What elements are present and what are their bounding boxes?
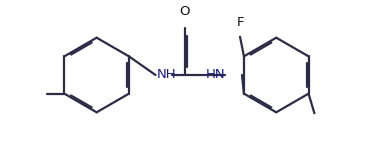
Text: O: O	[180, 5, 190, 18]
Text: NH: NH	[157, 69, 176, 81]
Text: HN: HN	[206, 69, 225, 81]
Text: F: F	[236, 16, 244, 29]
